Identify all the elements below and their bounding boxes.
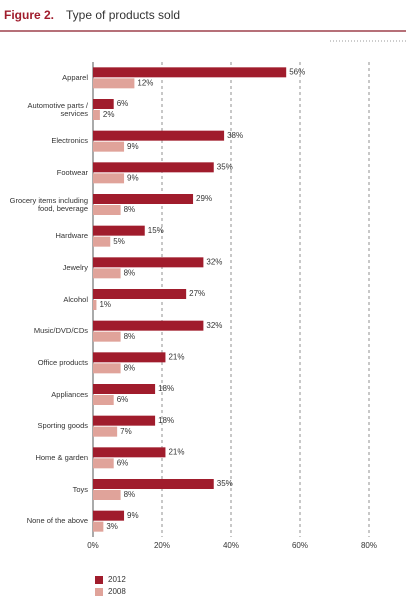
figure-label: Figure 2. (4, 8, 54, 22)
value-label: 9% (127, 173, 139, 182)
bar (93, 141, 125, 152)
category-label: Footwear (56, 167, 88, 177)
category-label: Automotive parts / services (27, 100, 88, 118)
category-label: Toys (72, 484, 88, 494)
x-tick-label: 80% (361, 541, 377, 550)
bar (93, 363, 121, 374)
x-tick-label: 60% (292, 541, 308, 550)
category-label: Sporting goods (37, 421, 88, 431)
category-label: Appliances (51, 389, 88, 399)
bar (93, 236, 111, 247)
bar (93, 395, 114, 405)
value-label: 12% (137, 78, 153, 87)
value-label: 5% (113, 237, 125, 246)
bar (93, 490, 121, 500)
value-label: 18% (158, 416, 174, 425)
value-label: 3% (106, 522, 118, 531)
value-label: 32% (206, 257, 222, 266)
bar (93, 289, 187, 299)
bar (93, 331, 121, 342)
category-label: Hardware (55, 231, 88, 241)
value-label: 35% (217, 162, 233, 171)
category-label: Grocery items including food, beverage (9, 195, 88, 213)
value-label: 15% (148, 226, 164, 235)
value-label: 9% (127, 142, 139, 151)
bar (93, 173, 125, 184)
value-label: 56% (289, 67, 305, 76)
bar (93, 130, 225, 141)
value-label: 29% (196, 194, 212, 203)
bar (93, 257, 204, 268)
bar (93, 352, 166, 363)
value-label: 21% (168, 447, 184, 456)
value-label: 6% (117, 99, 129, 108)
bar (93, 320, 204, 331)
bar (93, 205, 121, 215)
bar (93, 67, 287, 78)
x-tick-label: 0% (87, 541, 99, 550)
category-label: Electronics (51, 136, 88, 146)
bar (93, 110, 100, 120)
legend-swatch (95, 588, 103, 596)
category-label: None of the above (26, 516, 88, 526)
bar (93, 384, 156, 394)
value-label: 35% (217, 479, 233, 488)
value-label: 18% (158, 384, 174, 393)
legend-swatch (95, 576, 103, 584)
bar (93, 447, 166, 458)
category-label: Music/DVD/CDs (33, 326, 88, 336)
value-label: 8% (124, 490, 136, 499)
value-label: 27% (189, 289, 205, 298)
value-label: 32% (206, 321, 222, 330)
value-label: 1% (99, 300, 111, 309)
bar (93, 162, 214, 173)
value-label: 8% (124, 268, 136, 277)
x-tick-label: 40% (223, 541, 239, 550)
bar (93, 510, 125, 521)
bar (93, 99, 114, 109)
value-label: 9% (127, 511, 139, 520)
value-label: 2% (103, 110, 115, 119)
bar (93, 415, 156, 426)
category-label: Jewelry (62, 262, 88, 272)
value-label: 8% (124, 205, 136, 214)
bar (93, 225, 145, 236)
bar (93, 479, 214, 489)
value-label: 21% (168, 352, 184, 361)
category-label: Office products (37, 357, 88, 367)
bar (93, 268, 121, 279)
bar (93, 426, 118, 437)
bar (93, 300, 97, 310)
category-label: Apparel (62, 72, 88, 82)
value-label: 8% (124, 332, 136, 341)
value-label: 8% (124, 363, 136, 372)
bar (93, 458, 114, 469)
chart-title: Type of products sold (66, 8, 180, 22)
bar (93, 521, 104, 532)
category-label: Home & garden (35, 452, 88, 462)
category-label: Alcohol (63, 294, 88, 304)
bar (93, 194, 194, 204)
legend-label: 2008 (108, 587, 126, 596)
value-label: 38% (227, 131, 243, 140)
value-label: 7% (120, 427, 132, 436)
value-label: 6% (117, 458, 129, 467)
value-label: 6% (117, 395, 129, 404)
legend-label: 2012 (108, 575, 126, 584)
bar (93, 78, 135, 89)
x-tick-label: 20% (154, 541, 170, 550)
